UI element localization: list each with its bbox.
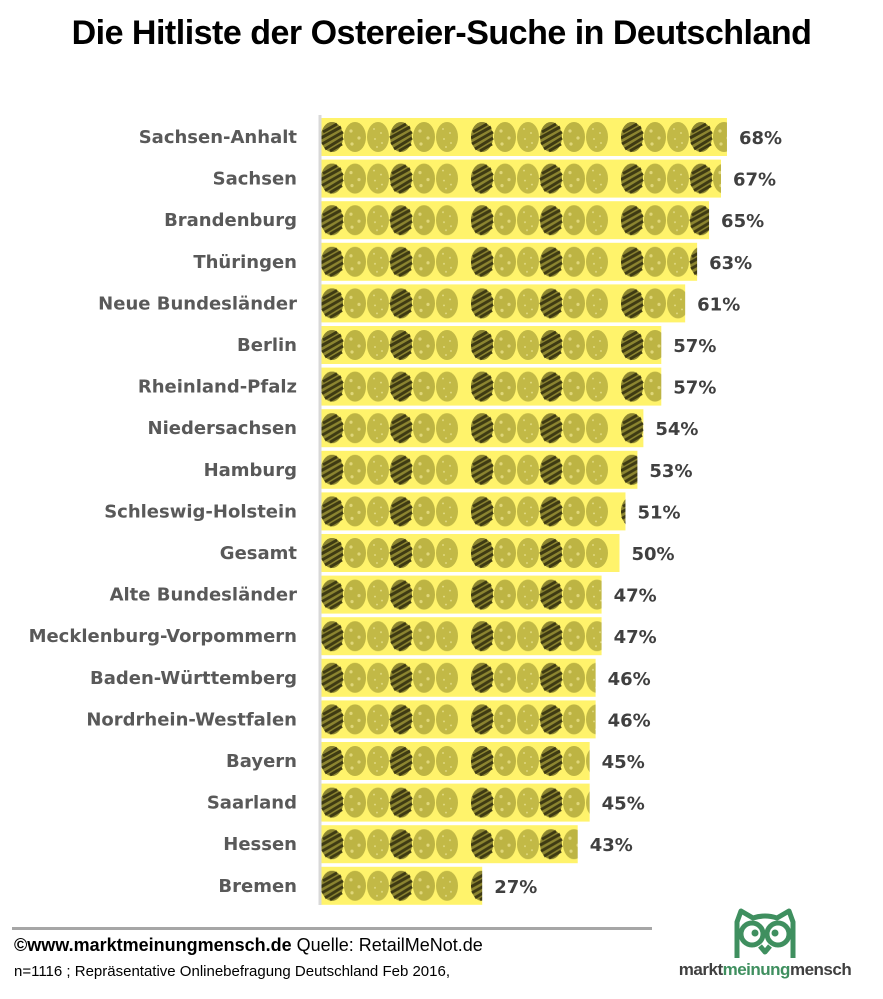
category-label: Rheinland-Pfalz: [138, 377, 297, 398]
value-label: 57%: [673, 378, 716, 399]
value-label: 43%: [590, 835, 633, 856]
bar-niedersachsen: [321, 409, 644, 448]
category-label: Hessen: [223, 834, 297, 855]
bar-saarland: [321, 783, 590, 822]
bar-hessen: [321, 825, 578, 864]
footer-site-link[interactable]: ©www.marktmeinungmensch.de: [14, 935, 292, 955]
bar-chart: Sachsen-Anhalt Sachsen Brandenburg Thüringe…: [29, 115, 782, 905]
value-label: 47%: [614, 627, 657, 648]
category-label: Neue Bundesländer: [98, 293, 297, 314]
footer-source: Quelle: RetailMeNot.de: [296, 935, 483, 955]
value-label: 67%: [733, 170, 776, 191]
value-label: 46%: [608, 710, 651, 731]
bar-bremen: [321, 866, 483, 905]
bar-mecklenburg-vorpommern: [321, 617, 602, 656]
bar-hamburg: [321, 450, 638, 489]
category-label: Niedersachsen: [148, 418, 298, 439]
chart-title: Die Hitliste der Ostereier-Suche in Deut…: [71, 14, 812, 52]
category-labels-group: Sachsen-Anhalt Sachsen Brandenburg Thüringe…: [29, 127, 298, 897]
value-label: 50%: [632, 544, 675, 565]
category-label: Alte Bundesländer: [110, 585, 298, 606]
value-label: 45%: [602, 752, 645, 773]
category-label: Gesamt: [220, 543, 298, 564]
bar-alte-bundesländer: [321, 575, 602, 614]
brand-logo: marktmeinungmensch: [655, 908, 875, 988]
bar-rheinland-pfalz: [321, 367, 662, 406]
footer-divider: [12, 927, 652, 930]
category-label: Brandenburg: [164, 210, 297, 231]
category-label: Hamburg: [204, 460, 297, 481]
value-labels-group: 68% 67% 65% 63% 61% 57% 57% 54% 53% 51% 50% 47% 47% 4…: [494, 128, 782, 898]
value-label: 45%: [602, 794, 645, 815]
category-label: Bremen: [218, 876, 297, 897]
bar-brandenburg: [321, 201, 710, 240]
category-label: Schleswig-Holstein: [104, 501, 297, 522]
category-label: Baden-Württemberg: [90, 668, 297, 689]
category-label: Saarland: [207, 793, 297, 814]
value-label: 46%: [608, 669, 651, 690]
brand-wordmark: marktmeinungmensch: [678, 960, 852, 979]
bar-baden-württemberg: [321, 658, 596, 697]
value-label: 53%: [649, 461, 692, 482]
bar-berlin: [321, 326, 662, 364]
value-label: 51%: [637, 502, 680, 523]
value-label: 57%: [673, 336, 716, 357]
bar-sachsen: [321, 159, 721, 198]
bar-nordrhein-westfalen: [321, 700, 596, 739]
category-label: Bayern: [226, 751, 297, 772]
category-label: Nordrhein-Westfalen: [86, 709, 297, 730]
value-label: 63%: [709, 253, 752, 274]
bar-gesamt: [321, 534, 620, 572]
category-label: Mecklenburg-Vorpommern: [29, 626, 297, 647]
category-label: Berlin: [237, 335, 297, 356]
value-label: 68%: [739, 128, 782, 149]
footer-note: n=1116 ; Repräsentative Onlinebefragung …: [14, 963, 450, 980]
category-label: Sachsen-Anhalt: [139, 127, 298, 148]
owl-icon: [734, 908, 796, 958]
category-label: Thüringen: [193, 252, 297, 273]
bar-schleswig-holstein: [321, 492, 626, 531]
bar-neue-bundesländer: [321, 284, 686, 323]
bar-bayern: [321, 742, 590, 780]
value-label: 65%: [721, 211, 764, 232]
footer-credit: ©www.marktmeinungmensch.de Quelle: Retai…: [14, 935, 483, 956]
bar-sachsen-anhalt: [321, 118, 727, 156]
bar-thüringen: [321, 242, 698, 281]
bars-group: [321, 118, 727, 905]
value-label: 54%: [655, 419, 698, 440]
value-label: 61%: [697, 294, 740, 315]
category-label: Sachsen: [213, 169, 297, 190]
value-label: 47%: [614, 586, 657, 607]
value-label: 27%: [494, 877, 537, 898]
